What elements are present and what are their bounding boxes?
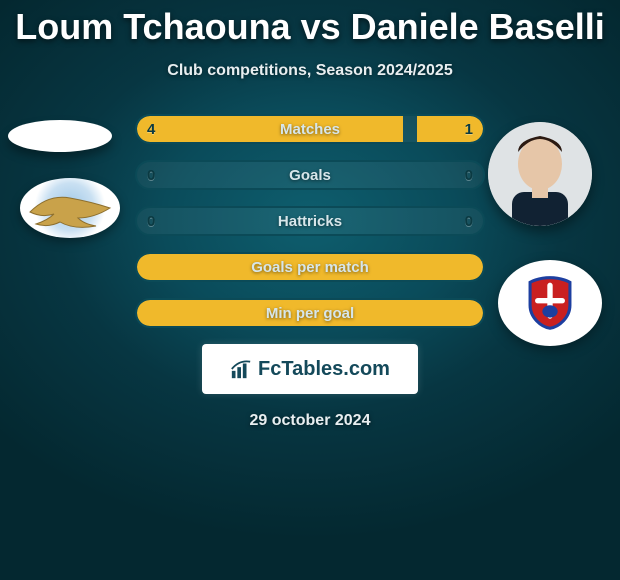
stat-row: 00Hattricks	[135, 206, 485, 236]
stat-row: 00Goals	[135, 160, 485, 190]
page-subtitle: Club competitions, Season 2024/2025	[0, 62, 620, 80]
metric-label: Goals per match	[137, 254, 483, 280]
club-crest-right	[498, 260, 602, 346]
metric-label: Matches	[137, 116, 483, 142]
brand-badge: FcTables.com	[202, 344, 418, 394]
player-right-avatar	[488, 122, 592, 226]
date-label: 29 october 2024	[0, 412, 620, 430]
metric-label: Hattricks	[137, 208, 483, 234]
metric-label: Goals	[137, 162, 483, 188]
stat-row: Goals per match	[135, 252, 485, 282]
brand-text: FcTables.com	[258, 358, 390, 381]
comparison-chart: 41Matches 00Goals 00Hattricks Goals per mat…	[135, 114, 485, 328]
metric-label: Min per goal	[137, 300, 483, 326]
stat-row: Min per goal	[135, 298, 485, 328]
stat-row: 41Matches	[135, 114, 485, 144]
player-left-avatar	[8, 120, 112, 152]
bars-icon	[230, 358, 252, 380]
club-crest-left	[20, 178, 120, 238]
page-title: Loum Tchaouna vs Daniele Baselli	[0, 0, 620, 48]
